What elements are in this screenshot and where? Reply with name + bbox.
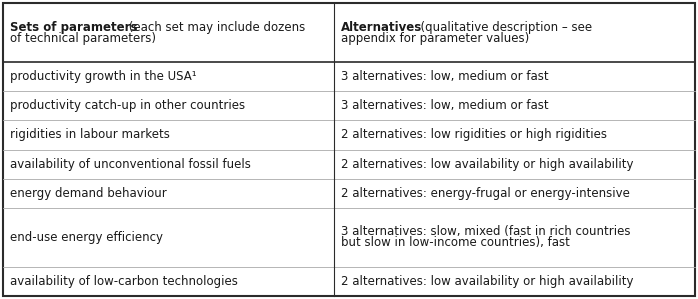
Text: 3 alternatives: low, medium or fast: 3 alternatives: low, medium or fast xyxy=(341,100,548,112)
Text: energy demand behaviour: energy demand behaviour xyxy=(10,187,167,199)
Text: Sets of parameters: Sets of parameters xyxy=(10,21,138,34)
Text: 3 alternatives: low, medium or fast: 3 alternatives: low, medium or fast xyxy=(341,71,548,83)
Text: rigidities in labour markets: rigidities in labour markets xyxy=(10,129,170,141)
Text: productivity catch-up in other countries: productivity catch-up in other countries xyxy=(10,100,245,112)
Text: availability of low-carbon technologies: availability of low-carbon technologies xyxy=(10,275,238,288)
Text: Alternatives: Alternatives xyxy=(341,21,422,34)
Text: of technical parameters): of technical parameters) xyxy=(10,32,156,45)
Text: (each set may include dozens: (each set may include dozens xyxy=(125,21,305,34)
Text: 2 alternatives: low rigidities or high rigidities: 2 alternatives: low rigidities or high r… xyxy=(341,129,607,141)
Text: (qualitative description – see: (qualitative description – see xyxy=(413,21,592,34)
Text: but slow in low-income countries), fast: but slow in low-income countries), fast xyxy=(341,236,570,249)
Text: 2 alternatives: energy-frugal or energy-intensive: 2 alternatives: energy-frugal or energy-… xyxy=(341,187,630,199)
Text: 2 alternatives: low availability or high availability: 2 alternatives: low availability or high… xyxy=(341,158,633,170)
Text: availability of unconventional fossil fuels: availability of unconventional fossil fu… xyxy=(10,158,251,170)
Text: end-use energy efficiency: end-use energy efficiency xyxy=(10,231,163,244)
Text: 2 alternatives: low availability or high availability: 2 alternatives: low availability or high… xyxy=(341,275,633,288)
Text: 3 alternatives: slow, mixed (fast in rich countries: 3 alternatives: slow, mixed (fast in ric… xyxy=(341,225,630,238)
Text: appendix for parameter values): appendix for parameter values) xyxy=(341,32,529,45)
Text: productivity growth in the USA¹: productivity growth in the USA¹ xyxy=(10,71,197,83)
